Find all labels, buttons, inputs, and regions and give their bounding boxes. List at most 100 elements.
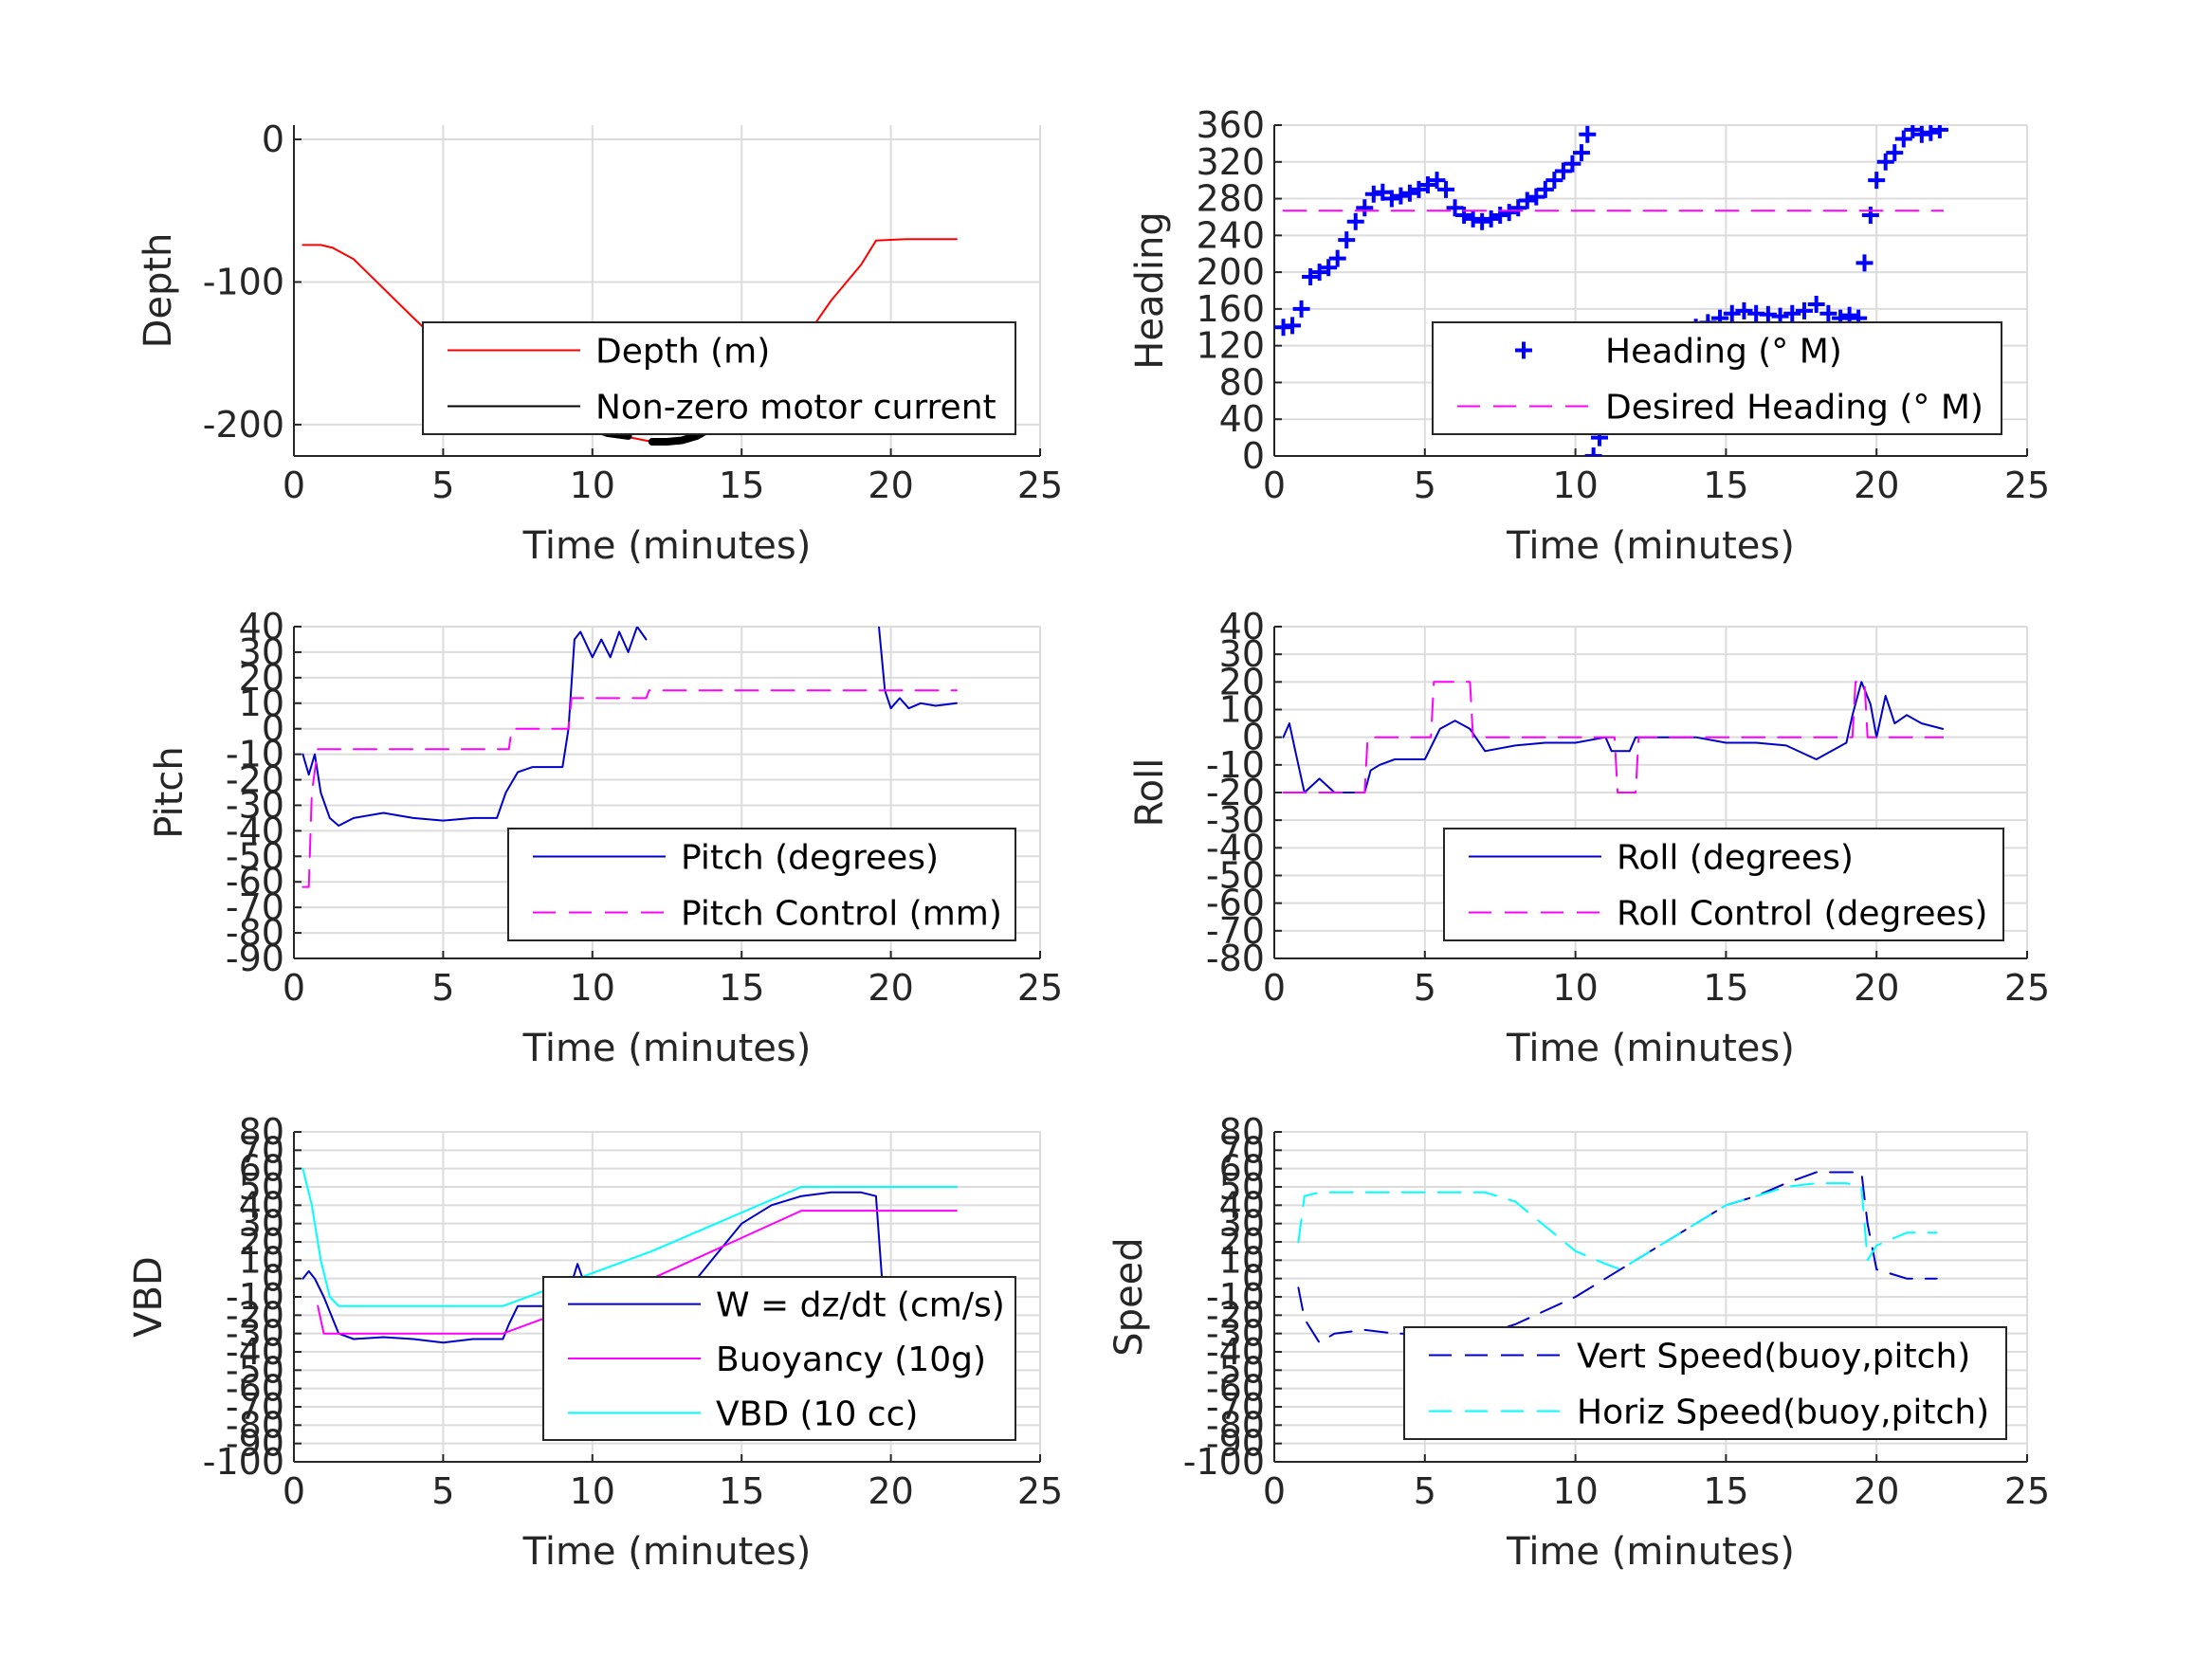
y-tick-label: 60 xyxy=(239,1148,284,1190)
y-tick-label: 280 xyxy=(1196,178,1265,220)
y-tick-label: -100 xyxy=(1183,1441,1265,1483)
y-tick-label: -70 xyxy=(226,1386,284,1428)
y-tick-label: 40 xyxy=(1219,1184,1265,1226)
data-point xyxy=(1473,212,1491,230)
y-tick-label: -50 xyxy=(226,1349,284,1391)
series-1-line xyxy=(878,627,958,710)
legend-label: Roll Control (degrees) xyxy=(1617,895,1987,934)
x-tick-label: 5 xyxy=(1414,967,1436,1009)
data-point xyxy=(1861,207,1879,225)
y-tick-label: 40 xyxy=(1219,398,1265,440)
x-tick-label: 25 xyxy=(2004,1470,2050,1512)
y-tick-label: 80 xyxy=(1219,361,1265,403)
y-tick-label: 0 xyxy=(262,118,284,160)
x-tick-label: 15 xyxy=(719,465,764,506)
data-point xyxy=(1894,130,1912,148)
plot-area xyxy=(1282,681,1945,793)
data-point xyxy=(1819,304,1837,322)
data-point xyxy=(1563,155,1581,173)
panel-heading: 0 5 10 15 20 2504080120160200240280320360Time… xyxy=(1128,104,2050,568)
plot-area xyxy=(1297,1171,1938,1344)
y-tick-label: 30 xyxy=(1219,633,1265,675)
legend-box xyxy=(422,321,1016,435)
y-tick-label: 80 xyxy=(239,1111,284,1153)
data-point xyxy=(1346,212,1364,230)
y-tick-label: -30 xyxy=(1206,799,1265,841)
data-point xyxy=(1328,249,1346,267)
data-point xyxy=(1310,264,1328,282)
x-tick-label: 5 xyxy=(431,967,454,1009)
y-tick-label: 40 xyxy=(239,1184,284,1226)
legend-label: Depth (m) xyxy=(595,333,770,372)
x-tick-label: 0 xyxy=(283,465,305,506)
data-point xyxy=(1455,207,1473,225)
data-point xyxy=(1382,190,1400,208)
legend: Depth (m) Non-zero motor current xyxy=(422,321,1016,435)
y-tick-label: -10 xyxy=(1206,744,1265,786)
data-point xyxy=(1536,180,1554,198)
data-point xyxy=(1904,125,1922,138)
x-tick-label: 0 xyxy=(283,1470,305,1512)
y-tick-label: -100 xyxy=(203,261,284,302)
x-tick-label: 0 xyxy=(283,967,305,1009)
series-1-line xyxy=(302,238,958,443)
x-tick-label: 10 xyxy=(1552,465,1598,506)
legend-label: W = dz/dt (cm/s) xyxy=(716,1286,1005,1325)
panel-depth: 0 5 10 15 20 25 0 -100 -200 Time (minutes) Depth De… xyxy=(137,118,1063,568)
y-tick-label: -10 xyxy=(1206,1276,1265,1318)
y-tick-label: -100 xyxy=(203,1441,284,1483)
data-point xyxy=(1392,187,1410,205)
y-tick-label: -90 xyxy=(1206,1423,1265,1465)
x-tick-label: 0 xyxy=(1263,465,1286,506)
series-2-line xyxy=(1282,681,1945,793)
data-point xyxy=(1584,447,1602,456)
x-tick-label: 20 xyxy=(868,1470,913,1512)
y-tick-label: 10 xyxy=(1219,1239,1265,1281)
data-point xyxy=(1509,199,1527,217)
data-point xyxy=(1500,204,1518,222)
x-tick-label: 25 xyxy=(2004,967,2050,1009)
legend: Heading (° M) Desired Heading (° M) xyxy=(1432,321,2002,435)
legend-label: Vert Speed(buoy,pitch) xyxy=(1577,1338,1970,1376)
legend: Roll (degrees) Roll Control (degrees) xyxy=(1443,828,2004,941)
legend-marker xyxy=(1515,341,1532,359)
y-tick-label: -40 xyxy=(1206,827,1265,868)
x-tick-label: 10 xyxy=(1552,1470,1598,1512)
legend-label: Pitch Control (mm) xyxy=(681,895,1002,934)
y-tick-label: -90 xyxy=(226,1423,284,1465)
data-point xyxy=(1572,144,1590,162)
y-tick-label: -40 xyxy=(1206,1331,1265,1373)
legend-box xyxy=(1443,828,2004,941)
data-point xyxy=(1292,300,1310,318)
data-point xyxy=(1723,304,1741,322)
y-tick-label: -40 xyxy=(226,810,284,851)
data-point xyxy=(1856,254,1874,272)
y-tick-label: -50 xyxy=(1206,1349,1265,1391)
data-point xyxy=(1579,125,1597,143)
y-tick-label: -40 xyxy=(226,1331,284,1373)
legend-label: Buoyancy (10g) xyxy=(716,1340,986,1379)
y-tick-label: -80 xyxy=(1206,1404,1265,1446)
legend-label: Roll (degrees) xyxy=(1617,839,1854,878)
series-2-line xyxy=(302,689,958,888)
x-tick-label: 5 xyxy=(431,1470,454,1512)
x-tick-label: 15 xyxy=(1703,967,1748,1009)
data-point xyxy=(1545,172,1563,190)
legend-label: Desired Heading (° M) xyxy=(1605,389,1983,428)
data-point xyxy=(1482,210,1500,228)
y-tick-label: 30 xyxy=(239,1203,284,1245)
y-tick-label: -80 xyxy=(226,1404,284,1446)
data-point xyxy=(1437,180,1455,198)
y-tick-label: 70 xyxy=(239,1129,284,1171)
data-point xyxy=(1302,267,1320,285)
x-axis-label: Time (minutes) xyxy=(522,524,812,568)
y-tick-label: 0 xyxy=(1242,435,1265,477)
x-tick-label: 20 xyxy=(1854,465,1899,506)
data-point xyxy=(1446,199,1464,217)
x-tick-label: 15 xyxy=(1703,465,1748,506)
series-3-line xyxy=(302,1167,958,1307)
x-tick-label: 5 xyxy=(1414,465,1436,506)
y-tick-label: -60 xyxy=(226,1368,284,1410)
x-tick-label: 10 xyxy=(570,967,615,1009)
legend-label: Heading (° M) xyxy=(1605,333,1842,372)
